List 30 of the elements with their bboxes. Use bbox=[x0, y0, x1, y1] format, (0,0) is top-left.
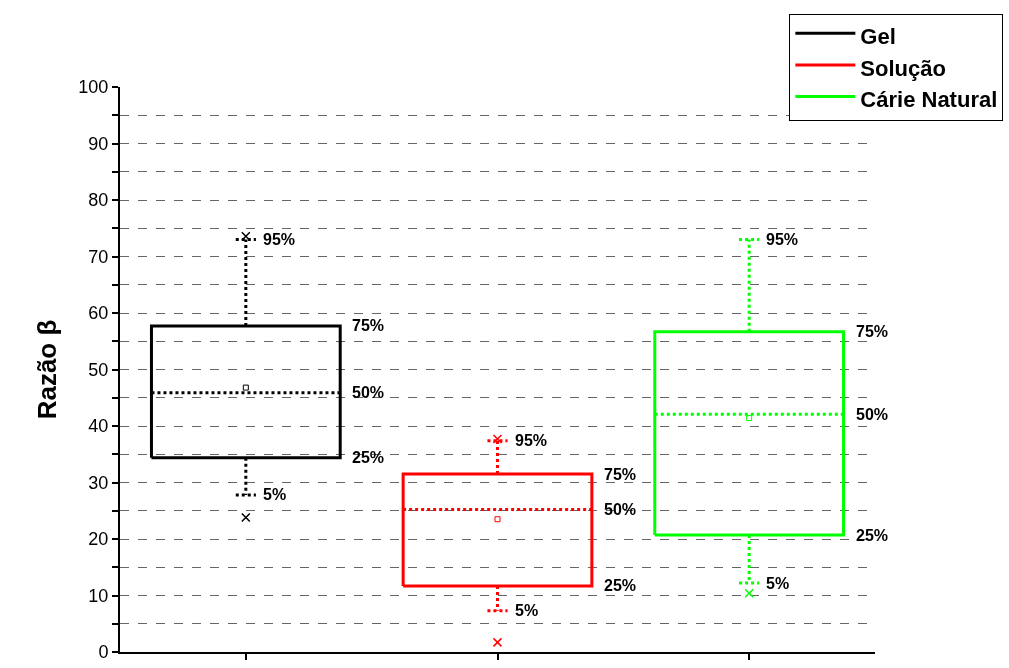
y-tick-label: 30 bbox=[88, 472, 109, 493]
legend-label: Gel bbox=[860, 23, 896, 49]
annotation: 5% bbox=[263, 486, 287, 503]
annotation: 75% bbox=[856, 323, 889, 340]
annotation: 50% bbox=[856, 406, 889, 423]
y-tick-label: 90 bbox=[88, 133, 109, 154]
y-tick-label: 100 bbox=[78, 77, 109, 98]
y-tick-label: 0 bbox=[98, 642, 109, 663]
annotation: 95% bbox=[766, 231, 799, 248]
annotation: 50% bbox=[604, 501, 637, 518]
y-tick-label: 60 bbox=[88, 303, 109, 324]
y-axis-title: Razão β bbox=[32, 319, 63, 420]
y-tick-label: 10 bbox=[88, 585, 109, 606]
annotation: 95% bbox=[263, 231, 296, 248]
annotation: 25% bbox=[856, 527, 889, 544]
annotation: 5% bbox=[515, 602, 539, 619]
annotation: 75% bbox=[604, 466, 637, 483]
annotation: 75% bbox=[352, 317, 385, 334]
annotation: 25% bbox=[352, 449, 385, 466]
y-tick-label: 40 bbox=[88, 416, 109, 437]
annotation: 25% bbox=[604, 577, 637, 594]
legend-label: Solução bbox=[860, 55, 946, 81]
annotation: 50% bbox=[352, 384, 385, 401]
y-tick-label: 50 bbox=[88, 359, 109, 380]
annotation: 5% bbox=[766, 575, 790, 592]
y-tick-label: 20 bbox=[88, 529, 109, 550]
legend-label: Cárie Natural bbox=[860, 87, 998, 113]
y-tick-label: 80 bbox=[88, 190, 109, 211]
y-tick-label: 70 bbox=[88, 246, 109, 267]
annotation: 95% bbox=[515, 432, 548, 449]
